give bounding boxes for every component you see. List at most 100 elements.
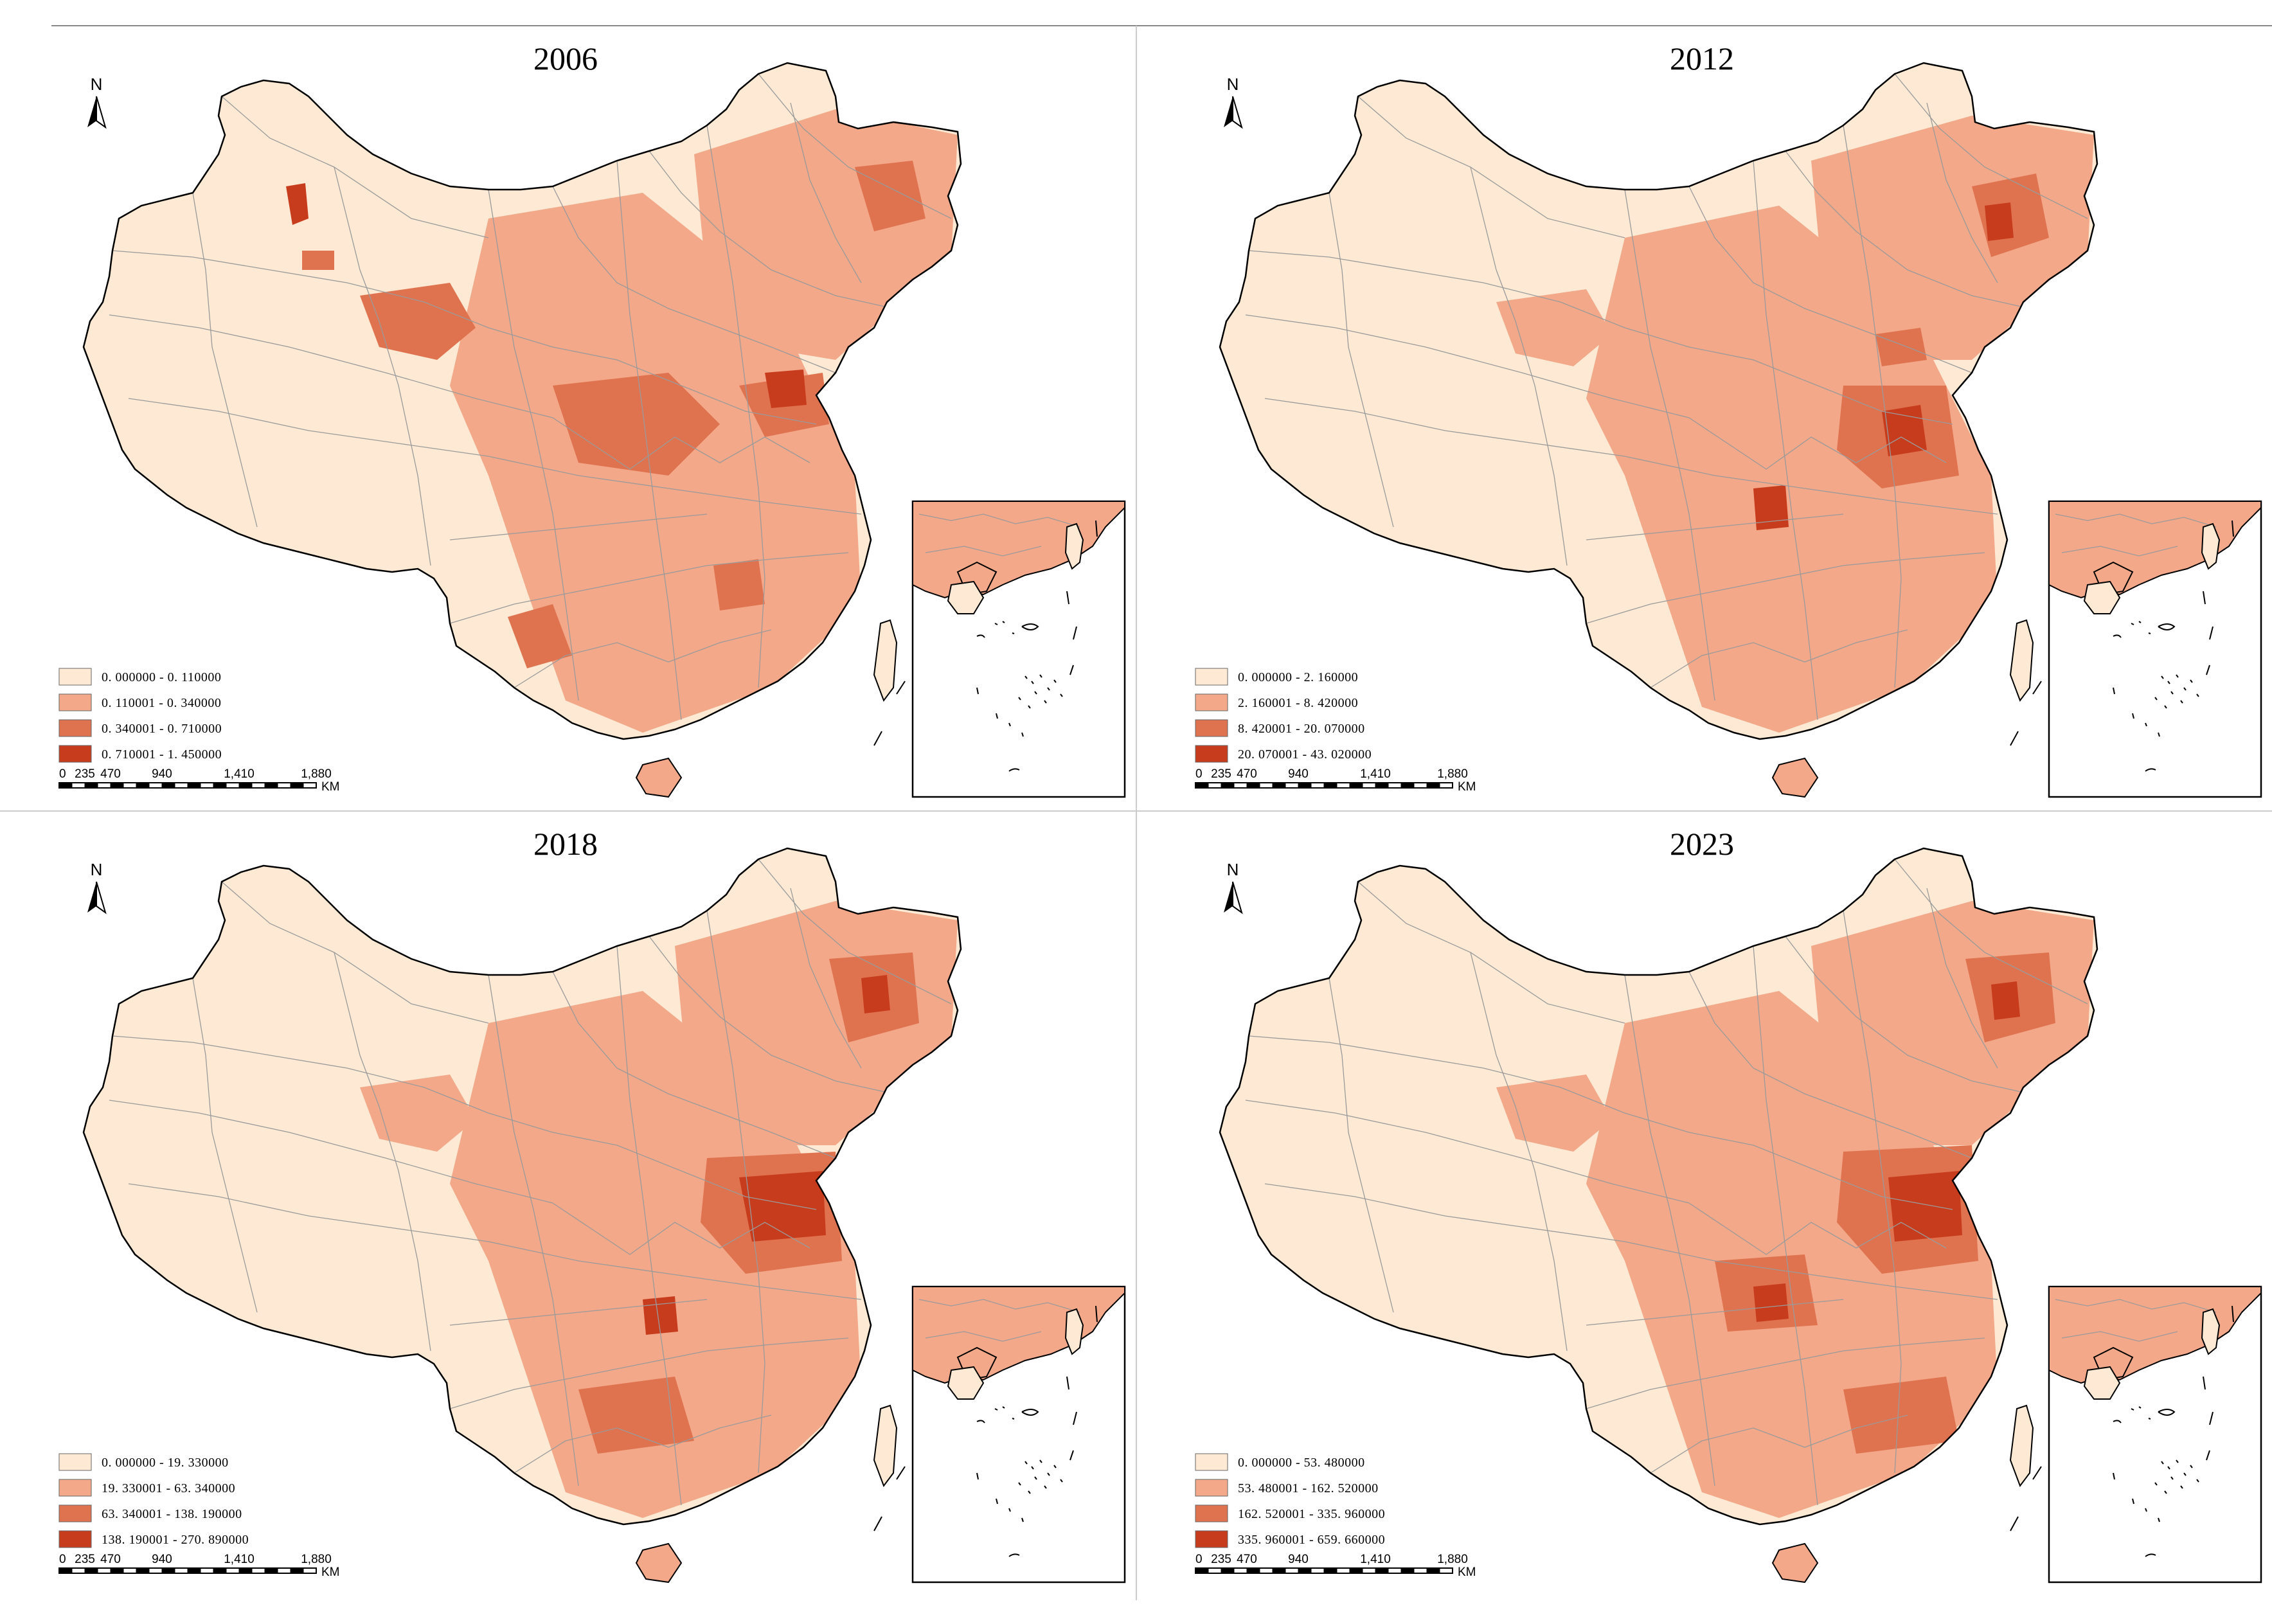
legend-swatch-4 xyxy=(58,745,92,763)
scale-segment xyxy=(97,782,111,789)
south-china-sea-inset xyxy=(911,500,1126,798)
region-class-2 xyxy=(360,1075,476,1152)
scale-segment xyxy=(1426,782,1440,789)
scale-tick-label: 1,410 xyxy=(224,1553,255,1566)
scale-segment xyxy=(187,782,201,789)
legend-label-1: 0. 000000 - 53. 480000 xyxy=(1238,1456,1365,1470)
region-class-4 xyxy=(1753,485,1789,530)
taiwan-island xyxy=(2009,619,2034,702)
legend-swatch-1 xyxy=(58,1453,92,1471)
south-china-sea-inset xyxy=(2048,1285,2262,1584)
scale-segment xyxy=(264,1567,278,1574)
region-class-2 xyxy=(450,991,861,1518)
legend-swatch-2 xyxy=(58,693,92,711)
scale-segment xyxy=(238,1567,253,1574)
scale-segment xyxy=(213,782,227,789)
scale-segment xyxy=(1413,1567,1427,1574)
scale-segment xyxy=(1349,782,1363,789)
hainan-island xyxy=(1771,1542,1819,1584)
north-arrow-right xyxy=(1232,881,1243,915)
scale-segment xyxy=(1349,1567,1363,1574)
scale-segment xyxy=(1375,1567,1389,1574)
north-arrow-left xyxy=(87,96,96,127)
scale-segment xyxy=(238,782,253,789)
panel-title: 2012 xyxy=(1670,40,1734,76)
scale-segment xyxy=(123,782,137,789)
north-arrow-left xyxy=(1224,882,1233,913)
scale-segment xyxy=(1400,782,1415,789)
legend-label-3: 0. 340001 - 0. 710000 xyxy=(102,722,222,736)
dash-line xyxy=(2010,1466,2042,1531)
region-class-4 xyxy=(286,183,309,225)
choropleth-regions xyxy=(1245,859,2094,1518)
scale-segment xyxy=(174,1567,188,1574)
legend-swatch-2 xyxy=(1195,693,1228,711)
scale-segment xyxy=(1323,782,1337,789)
scale-segment xyxy=(58,1567,73,1574)
region-class-3 xyxy=(1843,1377,1959,1454)
scale-tick-label: 470 xyxy=(1237,1553,1257,1566)
scale-segment xyxy=(136,1567,150,1574)
legend-swatch-3 xyxy=(1195,719,1228,737)
hainan-island xyxy=(1771,757,1819,798)
scale-segment xyxy=(148,782,163,789)
scale-tick-label: 235 xyxy=(75,767,95,781)
scale-unit: KM xyxy=(1458,780,1476,794)
scale-segment xyxy=(200,782,214,789)
north-label: N xyxy=(1227,75,1239,94)
legend-swatch-3 xyxy=(1195,1504,1228,1522)
region-class-4 xyxy=(1888,1171,1962,1242)
scale-frame xyxy=(1195,1567,1453,1574)
taiwan-island xyxy=(873,1404,898,1488)
map-panel-2006: 2006 N 0. 000000 - 0. 110000 0. 110001 - 0.… xyxy=(58,40,1126,798)
scale-segment xyxy=(303,782,317,789)
scale-tick-label: 470 xyxy=(100,1553,121,1566)
scale-tick-label: 1,880 xyxy=(301,767,332,781)
legend-label-3: 8. 420001 - 20. 070000 xyxy=(1238,722,1365,736)
legend-swatch-1 xyxy=(58,668,92,686)
hainan-island xyxy=(635,1542,683,1584)
region-class-3 xyxy=(578,1377,694,1454)
legend: 0. 000000 - 0. 110000 0. 110001 - 0. 3400… xyxy=(58,668,222,763)
legend-label-2: 2. 160001 - 8. 420000 xyxy=(1238,696,1358,710)
scale-tick-label: 0 xyxy=(59,767,66,781)
scale-segment xyxy=(1208,1567,1222,1574)
legend-swatch-4 xyxy=(1195,745,1228,763)
scale-segment xyxy=(1285,782,1299,789)
choropleth-regions xyxy=(109,859,958,1518)
scale-frame xyxy=(1195,782,1453,789)
region-class-3 xyxy=(713,559,765,611)
scale-segment xyxy=(290,1567,304,1574)
scale-tick-label: 940 xyxy=(1288,767,1309,781)
scale-segment xyxy=(1246,1567,1260,1574)
scale-tick-label: 0 xyxy=(59,1553,66,1566)
region-class-4 xyxy=(765,370,807,408)
scale-tick-label: 940 xyxy=(152,767,172,781)
scale-segment xyxy=(110,782,124,789)
scale-segment xyxy=(226,782,240,789)
scale-segment xyxy=(1221,1567,1235,1574)
north-arrow-icon: N xyxy=(1224,75,1243,129)
scale-segment xyxy=(277,782,291,789)
scale-segment xyxy=(187,1567,201,1574)
scale-segment xyxy=(71,1567,85,1574)
legend-label-3: 63. 340001 - 138. 190000 xyxy=(102,1507,242,1521)
region-class-2 xyxy=(1496,289,1612,366)
scale-tick-label: 1,410 xyxy=(1360,1553,1391,1566)
scale-segment xyxy=(1298,782,1312,789)
north-label: N xyxy=(91,860,103,879)
legend: 0. 000000 - 19. 330000 19. 330001 - 63. 3… xyxy=(58,1453,249,1548)
legend-swatch-3 xyxy=(58,719,92,737)
scale-segment xyxy=(1388,782,1402,789)
legend-swatch-3 xyxy=(58,1504,92,1522)
scale-segment xyxy=(1310,1567,1325,1574)
scale-tick-label: 940 xyxy=(152,1553,172,1566)
region-class-3 xyxy=(302,251,334,270)
panel-title: 2006 xyxy=(533,40,598,76)
scale-segment xyxy=(1375,782,1389,789)
